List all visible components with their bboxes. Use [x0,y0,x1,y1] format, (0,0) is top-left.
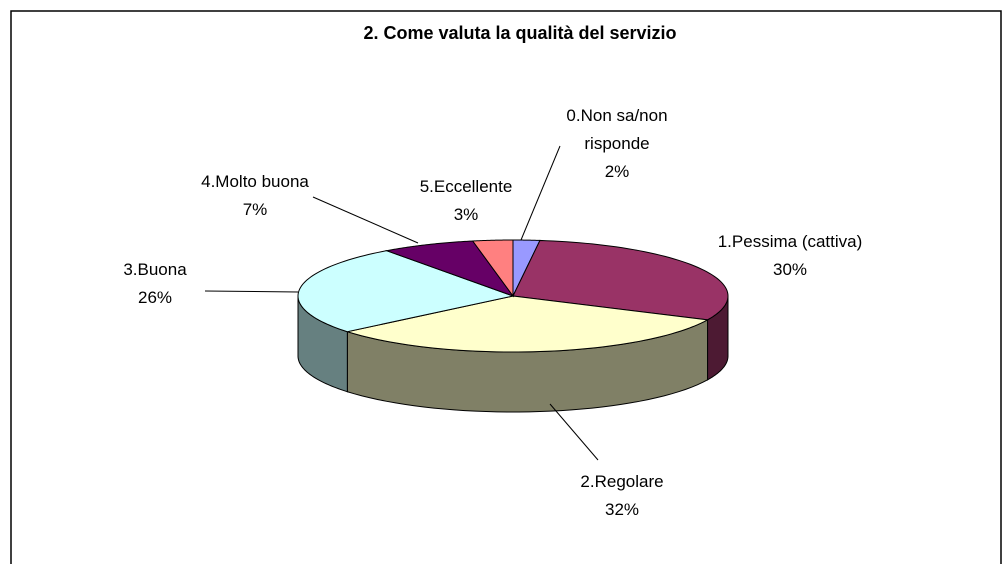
slice [471,239,514,298]
slice-value-label: 32% [604,500,640,519]
slice-value-label: 26% [137,288,173,307]
leader-line [204,290,299,293]
slice-label: 3.Buona [123,260,187,279]
slice-value-label: 2% [604,162,630,181]
slice-value-label: 7% [242,200,268,219]
slice-label: 4.Molto buona [201,172,309,191]
slice-value-label: 3% [453,205,479,224]
slice-label: 1.Pessima (cattiva) [717,232,863,251]
chart-title: 2. Come valuta la qualità del servizio [363,23,677,43]
slice [345,295,710,353]
slice-label: 5.Eccellente [419,177,513,196]
slice [384,240,515,298]
slice-label: 2.Regolare [580,472,664,491]
leader-line [520,145,561,241]
slice [297,250,515,333]
slice [512,239,729,321]
leader-line [549,403,599,461]
leader-line [312,196,419,244]
slice-label: 0.Non sa/non risponde [566,106,668,153]
slice-value-label: 30% [772,260,808,279]
